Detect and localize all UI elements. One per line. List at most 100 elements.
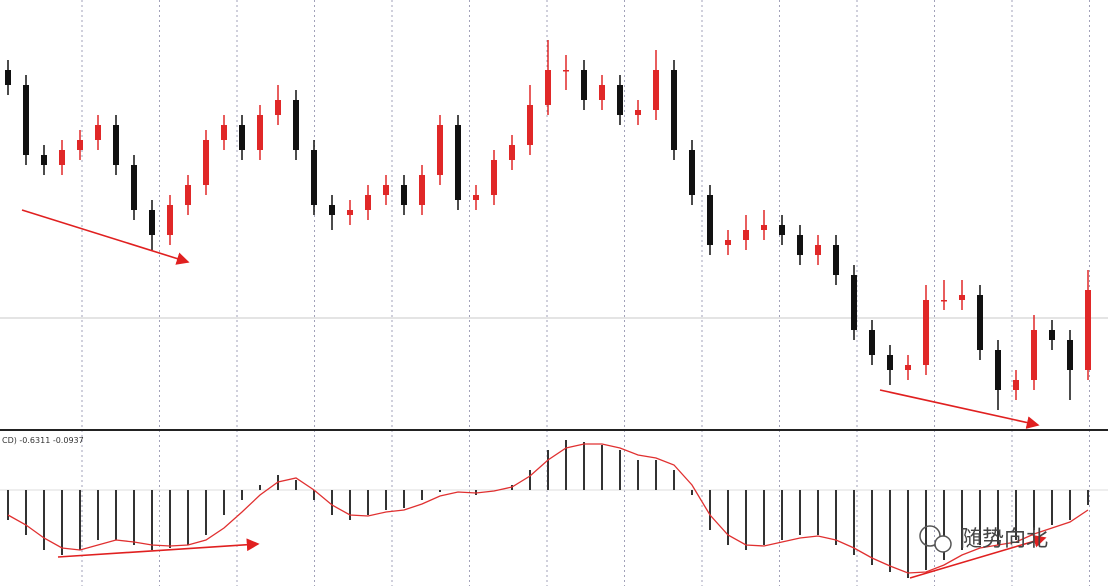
macd-bar bbox=[619, 450, 621, 490]
macd-bar bbox=[313, 490, 315, 500]
macd-bar bbox=[1015, 490, 1017, 540]
candle-body bbox=[221, 125, 227, 140]
candle-body bbox=[887, 355, 893, 370]
macd-bar bbox=[1087, 490, 1089, 505]
candle-body bbox=[203, 140, 209, 185]
candle-body bbox=[563, 70, 569, 72]
candle-body bbox=[239, 125, 245, 150]
candle-body bbox=[743, 230, 749, 240]
macd-bar bbox=[691, 490, 693, 495]
divergence-arrows bbox=[21, 209, 1047, 579]
candle-body bbox=[581, 70, 587, 100]
candle-body bbox=[419, 175, 425, 205]
candle-body bbox=[311, 150, 317, 205]
candle-body bbox=[95, 125, 101, 140]
candle-body bbox=[1085, 290, 1091, 370]
macd-bar bbox=[223, 490, 225, 515]
macd-bar bbox=[367, 490, 369, 515]
macd-bar bbox=[241, 490, 243, 500]
candle-body bbox=[779, 225, 785, 235]
macd-bar bbox=[817, 490, 819, 535]
macd-bar bbox=[655, 460, 657, 490]
candle-body bbox=[293, 100, 299, 150]
candle-body bbox=[167, 205, 173, 235]
macd-bar bbox=[799, 490, 801, 535]
macd-bar bbox=[187, 490, 189, 545]
macd-bar bbox=[673, 470, 675, 490]
macd-bar bbox=[115, 490, 117, 540]
watermark-icon bbox=[934, 535, 952, 553]
candle-body bbox=[491, 160, 497, 195]
arrow bbox=[909, 535, 1047, 579]
candle-body bbox=[689, 150, 695, 195]
marks bbox=[5, 40, 1091, 578]
macd-bar bbox=[727, 490, 729, 545]
arrow bbox=[879, 389, 1040, 429]
macd-bar bbox=[979, 490, 981, 545]
macd-bar bbox=[97, 490, 99, 540]
macd-bar bbox=[151, 490, 153, 550]
macd-bar bbox=[421, 490, 423, 500]
candle-body bbox=[77, 140, 83, 150]
candle-body bbox=[599, 85, 605, 100]
macd-bar bbox=[763, 490, 765, 545]
candle-body bbox=[455, 125, 461, 200]
candle-body bbox=[509, 145, 515, 160]
macd-bar bbox=[1051, 490, 1053, 525]
macd-bar bbox=[25, 490, 27, 535]
candle-body bbox=[995, 350, 1001, 390]
candle-body bbox=[473, 195, 479, 200]
candle-body bbox=[1031, 330, 1037, 380]
macd-bar bbox=[61, 490, 63, 555]
candle-body bbox=[329, 205, 335, 215]
macd-bar bbox=[853, 490, 855, 555]
candle-body bbox=[761, 225, 767, 230]
macd-bar bbox=[205, 490, 207, 535]
candle-body bbox=[113, 125, 119, 165]
candle-body bbox=[149, 210, 155, 235]
candle-body bbox=[707, 195, 713, 245]
macd-bar bbox=[385, 490, 387, 510]
macd-bar bbox=[1069, 490, 1071, 520]
macd-label: CD) -0.6311 -0.0937 bbox=[2, 436, 84, 445]
arrow bbox=[57, 538, 260, 558]
candle-body bbox=[401, 185, 407, 205]
macd-bar bbox=[745, 490, 747, 550]
macd-bar bbox=[295, 480, 297, 490]
macd-bar bbox=[169, 490, 171, 548]
candle-body bbox=[815, 245, 821, 255]
candle-body bbox=[851, 275, 857, 330]
candle-body bbox=[365, 195, 371, 210]
macd-bar bbox=[907, 490, 909, 578]
candle-body bbox=[5, 70, 11, 85]
signal-line bbox=[7, 443, 1089, 574]
candle-body bbox=[41, 155, 47, 165]
candle-body bbox=[725, 240, 731, 245]
candle-body bbox=[23, 85, 29, 155]
macd-bar bbox=[259, 485, 261, 490]
candle-body bbox=[617, 85, 623, 115]
watermark: 随势向北 bbox=[919, 525, 1048, 553]
macd-bar bbox=[835, 490, 837, 545]
candle-body bbox=[59, 150, 65, 165]
macd-bar bbox=[961, 490, 963, 550]
macd-bar bbox=[439, 490, 441, 492]
macd-bar bbox=[601, 445, 603, 490]
macd-bar bbox=[565, 440, 567, 490]
candle-body bbox=[383, 185, 389, 195]
candle-body bbox=[977, 295, 983, 350]
candle-body bbox=[653, 70, 659, 110]
candle-body bbox=[941, 300, 947, 302]
macd-bar bbox=[331, 490, 333, 515]
macd-bar bbox=[1033, 490, 1035, 530]
macd-bar bbox=[943, 490, 945, 560]
candle-body bbox=[797, 235, 803, 255]
macd-bar bbox=[403, 490, 405, 508]
macd-bar bbox=[529, 470, 531, 490]
candle-body bbox=[437, 125, 443, 175]
macd-bar bbox=[79, 490, 81, 550]
macd-bar bbox=[133, 490, 135, 545]
watermark-text: 随势向北 bbox=[960, 527, 1048, 552]
